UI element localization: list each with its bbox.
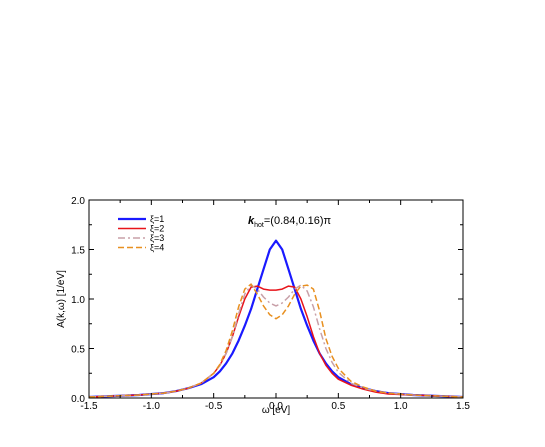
legend: ξ=1ξ=2ξ=3ξ=4 <box>118 214 164 253</box>
y-tick-label: 1.0 <box>71 295 85 306</box>
ticks-layer: -1.5 -1.0 -0.5 0.0 0.5 1.0 1.5 0.0 0.5 1.0 1.5 2.0 <box>71 196 470 412</box>
x-tick-label: 1.0 <box>394 401 408 412</box>
x-tick-label: 0.0 <box>269 401 283 412</box>
series-line-xi-2 <box>89 285 463 398</box>
legend-label-xi-4: ξ=4 <box>150 243 164 253</box>
legend-label-xi-2: ξ=2 <box>150 224 164 234</box>
series-layer <box>89 239 463 398</box>
y-tick-label: 1.5 <box>71 246 85 257</box>
plot-frame <box>88 199 464 399</box>
y-tick-label: 0.0 <box>71 394 85 405</box>
y-tick-label: 2.0 <box>71 196 85 207</box>
legend-label-xi-1: ξ=1 <box>150 214 164 224</box>
x-tick-label: -1.0 <box>143 401 161 412</box>
legend-label-xi-3: ξ=3 <box>150 233 164 243</box>
series-line-xi-4 <box>89 283 463 398</box>
x-tick-label: -0.5 <box>205 401 223 412</box>
series-line-xi-3 <box>89 284 463 398</box>
x-tick-label: 0.5 <box>331 401 345 412</box>
x-tick-label: 1.5 <box>456 401 470 412</box>
y-axis-label: A(k,ω) [1/eV] <box>56 270 67 328</box>
y-tick-label: 0.5 <box>71 345 85 356</box>
annotation-k-hot: khot=(0.84,0.16)π <box>248 215 331 229</box>
x-axis-label: ω [eV] <box>262 405 291 416</box>
x-tick-label: -1.5 <box>80 401 98 412</box>
